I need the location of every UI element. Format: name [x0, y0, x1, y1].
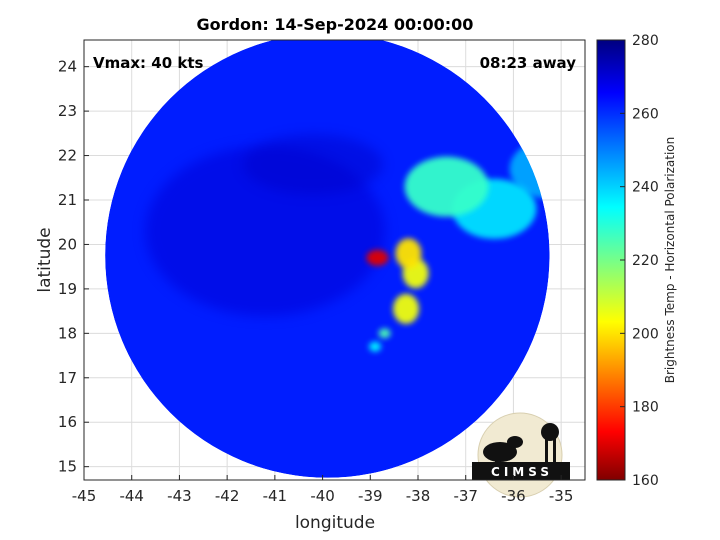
colorbar-label: Brightness Temp - Horizontal Polarizatio…: [663, 137, 677, 384]
y-tick-label: 23: [58, 102, 77, 120]
colorbar-tick-label: 280: [632, 33, 659, 49]
x-tick-label: -45: [72, 487, 97, 505]
colorbar-tick-label: 200: [632, 326, 659, 342]
colorbar-tick-label: 180: [632, 400, 659, 416]
swath-disc: [105, 40, 550, 478]
time-away-annotation: 08:23 away: [480, 54, 577, 72]
colorbar-ticks: 160 180 200 220 240 260 280: [620, 33, 659, 489]
y-tick-label: 19: [58, 280, 77, 298]
feature-warm-band: [404, 156, 489, 217]
logo-bar: [472, 462, 570, 480]
y-tick-label: 21: [58, 191, 77, 209]
x-tick-label: -38: [406, 487, 431, 505]
y-axis-label: latitude: [35, 227, 55, 292]
feature-band: [378, 328, 391, 339]
x-tick-label: -37: [453, 487, 478, 505]
colorbar-tick-label: 220: [632, 253, 659, 269]
colorbar-tick-label: 260: [632, 106, 659, 122]
y-tick-label: 16: [58, 413, 77, 431]
water-tower-icon: [541, 423, 559, 441]
feature-band: [369, 341, 382, 352]
y-tick-label: 20: [58, 235, 77, 253]
x-tick-label: -44: [119, 487, 144, 505]
x-axis: -45 -44 -43 -42 -41 -40 -39 -38 -37 -36 -35: [72, 475, 574, 505]
colorbar-tick-label: 160: [632, 473, 659, 489]
cimss-logo: CIMSS: [472, 412, 570, 498]
feature-cold-core: [366, 249, 389, 266]
colorbar-tick-label: 240: [632, 180, 659, 196]
y-tick-label: 17: [58, 369, 77, 387]
x-tick-label: -40: [310, 487, 335, 505]
logo-text: CIMSS: [491, 465, 553, 479]
tower-leg-left: [545, 438, 548, 468]
x-tick-label: -42: [215, 487, 240, 505]
x-tick-label: -36: [501, 487, 526, 505]
vmax-annotation: Vmax: 40 kts: [93, 54, 203, 72]
y-tick-label: 24: [58, 58, 77, 76]
x-tick-label: -43: [167, 487, 192, 505]
x-axis-label: longitude: [295, 513, 375, 533]
x-tick-label: -41: [263, 487, 288, 505]
swirl-dark: [243, 134, 384, 195]
feature-convection: [393, 293, 420, 324]
x-tick-label: -39: [358, 487, 383, 505]
y-axis: 15 16 17 18 19 20 21 22 23 24: [58, 58, 89, 476]
dish-stand: [495, 452, 501, 468]
feature-convection: [395, 238, 422, 269]
x-tick-label: -35: [549, 487, 574, 505]
axes-frame: [83, 39, 586, 481]
small-dish-icon: [507, 436, 523, 448]
chart-title: Gordon: 14-Sep-2024 00:00:00: [197, 15, 474, 34]
y-tick-label: 22: [58, 147, 77, 165]
y-tick-label: 18: [58, 324, 77, 342]
y-tick-label: 15: [58, 458, 77, 476]
tower-leg-right: [553, 438, 556, 468]
